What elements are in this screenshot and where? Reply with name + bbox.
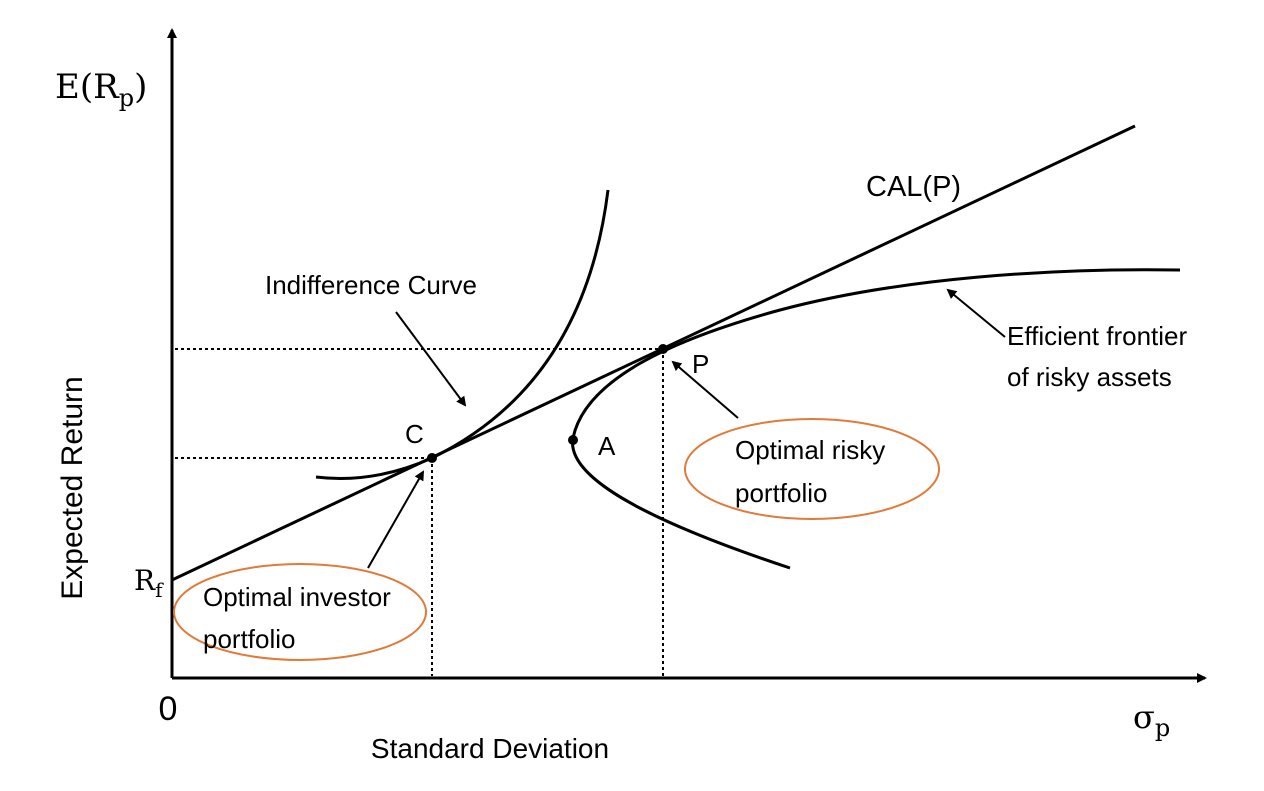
point-p-label: P (692, 349, 709, 379)
efficient-frontier-label-line1: Efficient frontier (1007, 321, 1188, 351)
rf-label: Rf (134, 564, 164, 602)
optimal-investor-callout (173, 563, 427, 661)
point-p-dot (658, 344, 668, 354)
optimal-investor-label-line2: portfolio (203, 624, 296, 654)
y-axis-symbol: E(Rp) (55, 67, 147, 112)
optimal-risky-arrow (671, 360, 739, 419)
indifference-label: Indifference Curve (265, 270, 477, 300)
point-a-dot (568, 435, 578, 445)
point-c-label: C (405, 419, 424, 449)
origin-label: 0 (159, 690, 178, 728)
optimal-investor-label-line1: Optimal investor (203, 582, 391, 612)
point-c-dot (427, 453, 437, 463)
cal-line (171, 124, 1136, 582)
x-axis-title: Standard Deviation (371, 733, 609, 764)
cal-label: CAL(P) (866, 171, 961, 203)
efficient-frontier-arrow (946, 288, 1006, 338)
y-axis-title: Expected Return (56, 376, 89, 599)
optimal-risky-label-line1: Optimal risky (735, 435, 885, 465)
efficient-frontier-label-line2: of risky assets (1007, 362, 1172, 392)
optimal-investor-arrow (367, 470, 424, 569)
indifference-arrow (395, 311, 467, 407)
point-a-label: A (598, 431, 616, 461)
optimal-risky-callout (684, 418, 940, 520)
x-axis-symbol: σp (1133, 698, 1170, 742)
optimal-risky-label-line2: portfolio (735, 478, 828, 508)
indifference-curve (315, 189, 610, 481)
